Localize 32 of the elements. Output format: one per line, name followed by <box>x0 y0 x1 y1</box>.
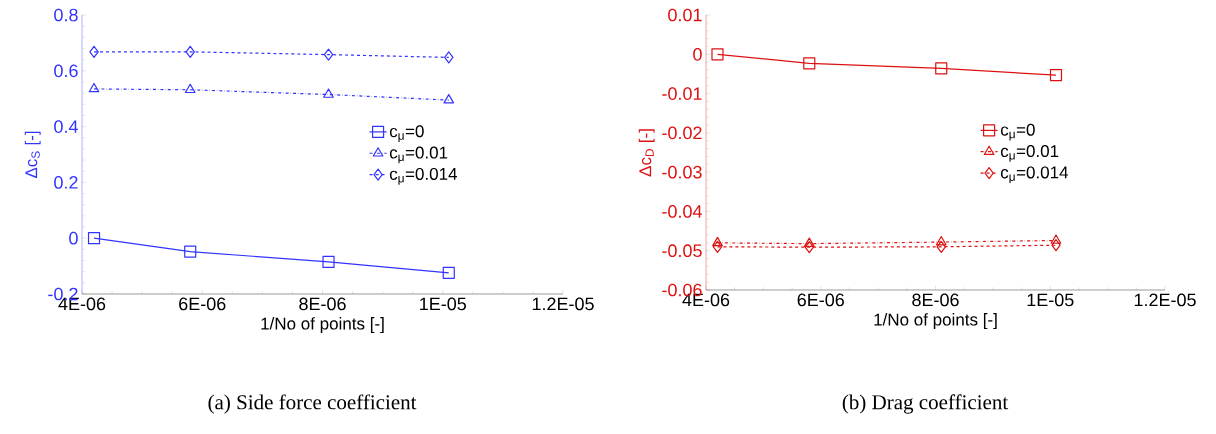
x-tick-label: 6E-06 <box>797 293 844 307</box>
text: (b) Drag coefficient <box>842 394 1009 414</box>
x-tick-label: 6E-06 <box>179 297 226 311</box>
legend-label: c$_{μ}$=0.014 <box>389 167 457 185</box>
legend-label: c$_{μ}$=0 <box>389 125 424 142</box>
legend-label: c$_{μ}$=0.014 <box>1000 166 1069 184</box>
legend-label: c$_{μ}$=0.01 <box>1000 145 1059 162</box>
y-tick-label: 0.2 <box>54 176 78 189</box>
y-tick-label: 0.6 <box>54 64 78 78</box>
y-tick-label: 0.4 <box>54 120 78 133</box>
x-tick-label: 1E-05 <box>1027 293 1074 307</box>
y-axis-title: Δc$_{D}$ [-] <box>638 129 655 177</box>
y-tick-label: -0.01 <box>662 87 702 100</box>
y-tick-label: -0.02 <box>662 126 702 140</box>
y-tick-label: 0 <box>69 231 78 245</box>
x-tick-label: 8E-06 <box>912 293 959 307</box>
legend-label: c$_{μ}$=0.01 <box>389 146 448 164</box>
y-tick-label: -0.04 <box>662 205 702 218</box>
x-tick-label: 1.2E-05 <box>1134 293 1196 307</box>
x-tick-label: 1E-05 <box>420 297 466 311</box>
y-tick-label: 0.8 <box>54 8 78 22</box>
y-tick-label: 0 <box>693 47 702 61</box>
x-axis-title: 1/No of points [-] <box>261 317 384 333</box>
y-tick-label: 0.01 <box>668 8 702 22</box>
text: (a) Side force coefficient <box>208 394 417 414</box>
x-tick-label: 1.2E-05 <box>532 297 594 311</box>
y-axis-title: Δc$_{S}$ [-] <box>24 131 41 179</box>
legend-label: c$_{μ}$=0 <box>1000 123 1035 141</box>
y-tick-label: -0.05 <box>662 244 702 258</box>
x-tick-label: 8E-06 <box>299 297 346 311</box>
x-axis-title: 1/No of points [-] <box>874 313 997 329</box>
y-tick-label: -0.03 <box>662 165 702 179</box>
